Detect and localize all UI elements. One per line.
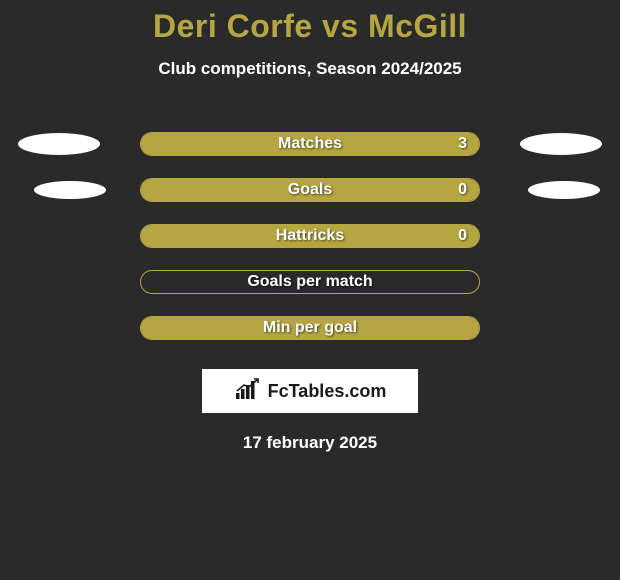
logo-box[interactable]: FcTables.com bbox=[202, 369, 418, 413]
decorative-ellipse bbox=[18, 133, 100, 155]
stat-value: 0 bbox=[458, 179, 467, 201]
stat-value: 3 bbox=[458, 133, 467, 155]
stat-label: Goals bbox=[141, 179, 479, 201]
stat-bar: Goals0 bbox=[140, 178, 480, 202]
stat-row: Matches3 bbox=[0, 121, 620, 167]
date-label: 17 february 2025 bbox=[0, 433, 620, 453]
stat-bar: Matches3 bbox=[140, 132, 480, 156]
stat-row: Min per goal bbox=[0, 305, 620, 351]
chart-arrow-icon bbox=[234, 377, 262, 406]
stat-bar: Hattricks0 bbox=[140, 224, 480, 248]
stat-value: 0 bbox=[458, 225, 467, 247]
stat-row: Goals0 bbox=[0, 167, 620, 213]
stat-label: Matches bbox=[141, 133, 479, 155]
stats-list: Matches3Goals0Hattricks0Goals per matchM… bbox=[0, 121, 620, 351]
decorative-ellipse bbox=[34, 181, 106, 199]
stat-row: Hattricks0 bbox=[0, 213, 620, 259]
subtitle: Club competitions, Season 2024/2025 bbox=[0, 59, 620, 79]
stat-label: Min per goal bbox=[141, 317, 479, 339]
stat-label: Hattricks bbox=[141, 225, 479, 247]
logo-text: FcTables.com bbox=[268, 381, 387, 402]
stat-label: Goals per match bbox=[141, 271, 479, 293]
decorative-ellipse bbox=[528, 181, 600, 199]
stat-bar: Min per goal bbox=[140, 316, 480, 340]
stat-bar: Goals per match bbox=[140, 270, 480, 294]
comparison-widget: Deri Corfe vs McGill Club competitions, … bbox=[0, 0, 620, 453]
decorative-ellipse bbox=[520, 133, 602, 155]
stat-row: Goals per match bbox=[0, 259, 620, 305]
page-title: Deri Corfe vs McGill bbox=[0, 8, 620, 45]
